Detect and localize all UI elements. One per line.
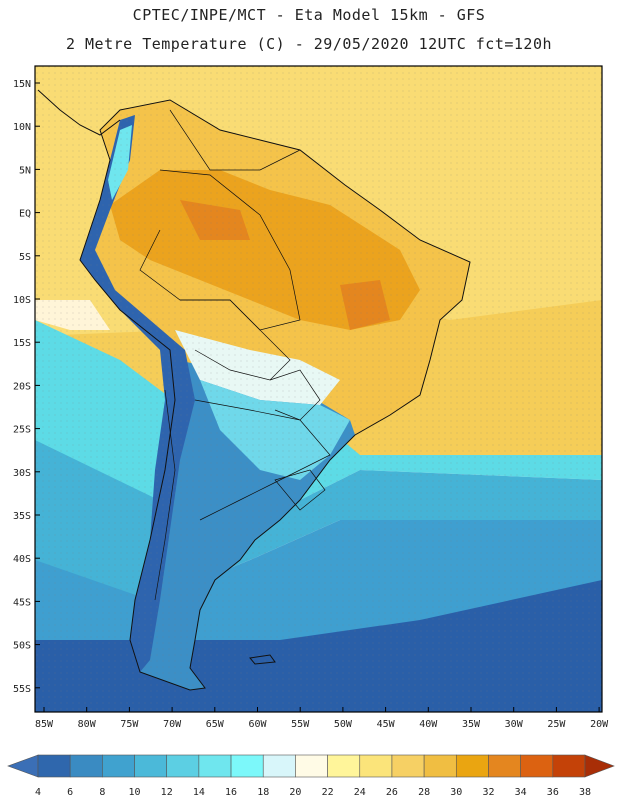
lon-tick-label: 80W [78,719,97,730]
lon-tick-label: 25W [547,719,566,730]
border-venezuela [169,109,301,171]
lat-tick-label: 35S [13,511,31,522]
colorbar-swatch [552,754,586,778]
colorbar-labels: 4 6 8 10 12 14 16 18 20 22 24 26 28 30 32 34 36 38 [35,787,591,798]
lon-tick-label: 65W [206,719,225,730]
border-uruguay [274,469,326,511]
border-chile [154,389,176,601]
lat-tick-label: 15N [13,79,31,90]
longitude-axis: 85W 80W 75W 70W 65W 60W 55W 50W 45W 40W 35W 30W 25W 2… [35,707,609,730]
colorbar-swatch [520,754,554,778]
colorbar-label: 34 [515,787,527,798]
colorbar-swatch [198,754,232,778]
colorbar-left-arrow [7,754,39,778]
lat-tick-label: 10N [13,122,31,133]
lon-tick-label: 35W [462,719,481,730]
colorbar-swatch [359,754,393,778]
colorbar-swatch [230,754,264,778]
lat-tick-label: 10S [13,295,31,306]
lon-tick-label: 85W [35,719,54,730]
lat-tick-label: 5S [19,252,31,263]
graticule [35,66,602,712]
falklands-outline [249,654,276,665]
colorbar-swatch [423,754,457,778]
lat-tick-label: 20S [13,381,31,392]
colorbar-swatch [166,754,200,778]
lon-tick-label: 75W [120,719,139,730]
map-title: CPTEC/INPE/MCT - Eta Model 15km - GFS [132,6,486,24]
colorbar-label: 14 [193,787,205,798]
map-frame [34,65,603,713]
lon-tick-label: 45W [377,719,396,730]
colorbar-label: 8 [99,787,105,798]
colorbar-label: 32 [482,787,494,798]
colorbar-label: 38 [579,787,591,798]
colorbar-label: 12 [161,787,173,798]
colorbar-label: 28 [418,787,430,798]
latitude-axis: 15N 10N 5N EQ 5S 10S 15S 20S 25S 30S 35S 40S 45S 50S 5… [13,79,40,695]
border-paraguay [269,369,321,421]
lon-tick-label: 20W [590,719,609,730]
colorbar-swatch [327,754,361,778]
lat-tick-label: EQ [19,209,31,220]
colorbar-swatch [134,754,168,778]
border-bolivia [180,299,291,381]
colorbar-swatch [37,754,71,778]
lon-tick-label: 70W [163,719,182,730]
colorbar-label: 20 [289,787,301,798]
colorbar-label: 36 [547,787,559,798]
colorbar-label: 24 [354,787,366,798]
lat-tick-label: 40S [13,554,31,565]
border-argentina [194,399,331,521]
continent-outline [79,99,471,691]
colorbar-swatch [391,754,425,778]
lon-tick-label: 60W [248,719,267,730]
colorbar-label: 18 [257,787,269,798]
lat-tick-label: 50S [13,641,31,652]
colorbar-swatch [102,754,135,778]
map-subtitle: 2 Metre Temperature (C) - 29/05/2020 12U… [65,35,553,53]
colorbar-label: 16 [225,787,237,798]
lat-tick-label: 55S [13,684,31,695]
lat-tick-label: 30S [13,468,31,479]
lon-tick-label: 40W [419,719,438,730]
colorbar-label: 30 [450,787,462,798]
lat-tick-label: 5N [19,165,31,176]
colorbar-swatch [455,754,489,778]
colorbar-swatch [488,754,521,778]
central-america-outline [37,89,121,136]
lat-tick-label: 25S [13,425,31,436]
lon-tick-label: 30W [505,719,524,730]
coastlines [37,89,471,691]
colorbar-swatch [262,754,296,778]
lat-tick-label: 15S [13,338,31,349]
colorbar [7,754,615,778]
colorbar-right-arrow [584,754,615,778]
lat-tick-label: 45S [13,597,31,608]
colorbar-label: 6 [67,787,73,798]
colorbar-swatch [295,754,328,778]
colorbar-swatch [69,754,103,778]
colorbar-label: 22 [322,787,334,798]
colorbar-label: 10 [129,787,141,798]
colorbar-label: 26 [386,787,398,798]
border-brazil [139,169,301,331]
colorbar-label: 4 [35,787,41,798]
lon-tick-label: 50W [334,719,353,730]
lon-tick-label: 55W [291,719,310,730]
